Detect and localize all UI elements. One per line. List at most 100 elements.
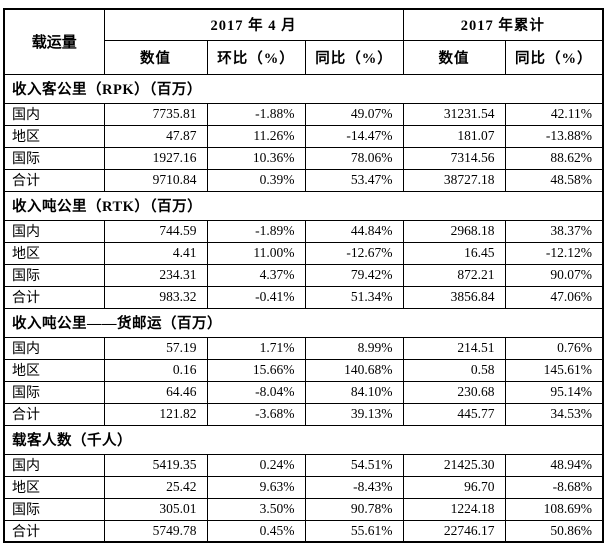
cell-value: 445.77 [402,402,506,426]
cell-value: 2968.18 [402,219,506,243]
cell-value: 234.31 [103,263,208,287]
cell-value: 10.36% [206,146,306,170]
cell-value: 96.70 [402,475,506,499]
cell-value: 53.47% [304,168,404,192]
cell-value: 49.07% [304,102,404,126]
cell-value: 108.69% [504,497,604,521]
table-row: 国际 64.46 -8.04% 84.10% 230.68 95.14% [3,380,604,404]
section-title: 载客人数（千人） [3,424,604,455]
col-header-yoy-pct-april: 同比（%） [304,39,404,75]
section-title: 收入客公里（RPK）（百万） [3,73,604,104]
table-row: 国内 5419.35 0.24% 54.51% 21425.30 48.94% [3,453,604,477]
cell-value: -14.47% [304,124,404,148]
cell-value: -3.68% [206,402,306,426]
cell-value: 9.63% [206,475,306,499]
row-label: 国际 [3,146,105,170]
cell-value: 88.62% [504,146,604,170]
cell-value: 3856.84 [402,285,506,309]
section-row-passengers: 载客人数（千人） [3,424,604,455]
table-row: 国内 57.19 1.71% 8.99% 214.51 0.76% [3,336,604,360]
row-label: 国内 [3,453,105,477]
cell-value: -1.88% [206,102,306,126]
row-label: 地区 [3,124,105,148]
cell-value: 11.26% [206,124,306,148]
row-label: 合计 [3,402,105,426]
cell-value: 95.14% [504,380,604,404]
cell-value: 78.06% [304,146,404,170]
cell-value: 145.61% [504,358,604,382]
row-label: 国际 [3,263,105,287]
section-row-rtk: 收入吨公里（RTK）（百万） [3,190,604,221]
section-title: 收入吨公里——货邮运（百万） [3,307,604,338]
row-label: 地区 [3,475,105,499]
row-label: 国内 [3,219,105,243]
table-row: 国际 1927.16 10.36% 78.06% 7314.56 88.62% [3,146,604,170]
col-group-april-2017: 2017 年 4 月 [103,8,404,41]
cell-value: 121.82 [103,402,208,426]
row-label: 地区 [3,241,105,265]
row-label: 合计 [3,168,105,192]
table-row: 合计 5749.78 0.45% 55.61% 22746.17 50.86% [3,519,604,543]
row-label: 国内 [3,336,105,360]
cell-value: 230.68 [402,380,506,404]
row-label: 合计 [3,519,105,543]
section-row-cargo-rtk: 收入吨公里——货邮运（百万） [3,307,604,338]
cell-value: 0.24% [206,453,306,477]
cell-value: 48.94% [504,453,604,477]
cell-value: 181.07 [402,124,506,148]
cell-value: 47.87 [103,124,208,148]
cell-value: 90.07% [504,263,604,287]
cell-value: -0.41% [206,285,306,309]
cell-value: 50.86% [504,519,604,543]
cell-value: 38727.18 [402,168,506,192]
section-title: 收入吨公里（RTK）（百万） [3,190,604,221]
col-group-2017-cumulative: 2017 年累计 [402,8,604,41]
cell-value: 5749.78 [103,519,208,543]
table-row: 国内 744.59 -1.89% 44.84% 2968.18 38.37% [3,219,604,243]
cell-value: 305.01 [103,497,208,521]
cell-value: 0.39% [206,168,306,192]
table-row: 合计 121.82 -3.68% 39.13% 445.77 34.53% [3,402,604,426]
cell-value: -8.68% [504,475,604,499]
cell-value: -8.04% [206,380,306,404]
table-row: 合计 9710.84 0.39% 53.47% 38727.18 48.58% [3,168,604,192]
cell-value: 4.41 [103,241,208,265]
cell-value: 39.13% [304,402,404,426]
section-row-rpk: 收入客公里（RPK）（百万） [3,73,604,104]
cell-value: 3.50% [206,497,306,521]
table-row: 国际 305.01 3.50% 90.78% 1224.18 108.69% [3,497,604,521]
row-label: 国际 [3,380,105,404]
table-row: 地区 25.42 9.63% -8.43% 96.70 -8.68% [3,475,604,499]
cell-value: 0.16 [103,358,208,382]
cell-value: 7735.81 [103,102,208,126]
cell-value: -13.88% [504,124,604,148]
corner-header-label: 载运量 [3,8,105,75]
cell-value: 9710.84 [103,168,208,192]
table-row: 地区 47.87 11.26% -14.47% 181.07 -13.88% [3,124,604,148]
row-label: 地区 [3,358,105,382]
cell-value: 57.19 [103,336,208,360]
table-row: 国际 234.31 4.37% 79.42% 872.21 90.07% [3,263,604,287]
table-row: 国内 7735.81 -1.88% 49.07% 31231.54 42.11% [3,102,604,126]
cell-value: 38.37% [504,219,604,243]
table-row: 地区 4.41 11.00% -12.67% 16.45 -12.12% [3,241,604,265]
cell-value: 11.00% [206,241,306,265]
col-header-value-cumulative: 数值 [402,39,506,75]
cell-value: 22746.17 [402,519,506,543]
cell-value: 21425.30 [402,453,506,477]
cell-value: 54.51% [304,453,404,477]
cell-value: 90.78% [304,497,404,521]
cell-value: 31231.54 [402,102,506,126]
cell-value: 51.34% [304,285,404,309]
cell-value: 79.42% [304,263,404,287]
cell-value: 983.32 [103,285,208,309]
table-row: 地区 0.16 15.66% 140.68% 0.58 145.61% [3,358,604,382]
row-label: 国内 [3,102,105,126]
cell-value: 44.84% [304,219,404,243]
traffic-table: 载运量 2017 年 4 月 2017 年累计 数值 环比（%） 同比（%） 数… [3,8,605,543]
cell-value: 55.61% [304,519,404,543]
cell-value: 1927.16 [103,146,208,170]
cell-value: 0.58 [402,358,506,382]
cell-value: 34.53% [504,402,604,426]
